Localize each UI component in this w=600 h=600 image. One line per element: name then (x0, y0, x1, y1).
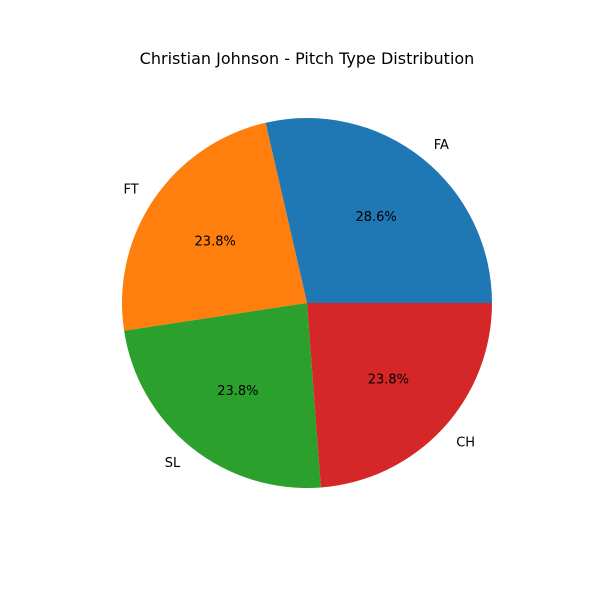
pie-labels: FA 28.6% FT 23.8% SL 23.8% CH 23.8% (123, 138, 475, 471)
pct-label-ft: 23.8% (195, 235, 236, 250)
pie-slice-ch (307, 303, 493, 488)
pct-label-ch: 23.8% (368, 372, 409, 387)
slice-label-fa: FA (434, 138, 449, 153)
pie-slice-ft (122, 122, 307, 331)
slice-label-ft: FT (123, 183, 138, 198)
pct-label-sl: 23.8% (217, 384, 258, 399)
pie-slice-fa (265, 118, 492, 303)
pct-label-fa: 28.6% (355, 210, 396, 225)
pie-slices (122, 118, 493, 488)
slice-label-sl: SL (165, 456, 181, 471)
chart-title: Christian Johnson - Pitch Type Distribut… (140, 49, 475, 68)
slice-label-ch: CH (456, 435, 475, 450)
pie-slice-sl (124, 303, 321, 488)
